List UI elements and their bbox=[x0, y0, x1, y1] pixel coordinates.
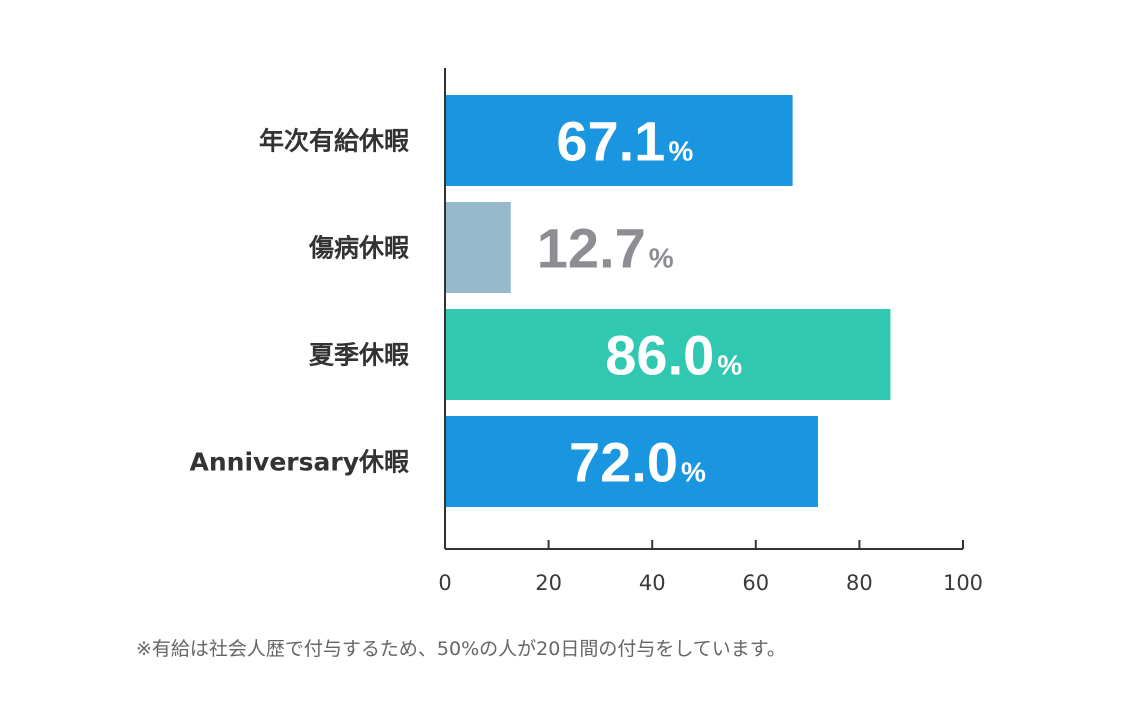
x-tick-label: 0 bbox=[438, 571, 451, 595]
category-label: 年次有給休暇 bbox=[259, 127, 409, 156]
value-number: 72.0 bbox=[569, 431, 678, 494]
value-label: 67.1% bbox=[556, 110, 693, 173]
bar bbox=[445, 95, 793, 186]
category-label: 夏季休暇 bbox=[309, 341, 409, 370]
value-label: 86.0% bbox=[605, 324, 742, 387]
value-unit: % bbox=[668, 136, 693, 167]
x-tick-label: 40 bbox=[639, 571, 666, 595]
value-unit: % bbox=[717, 350, 742, 381]
value-number: 12.7 bbox=[537, 217, 646, 280]
value-label: 72.0% bbox=[569, 431, 706, 494]
value-label: 12.7% bbox=[537, 217, 674, 280]
x-tick-label: 60 bbox=[742, 571, 769, 595]
value-number: 86.0 bbox=[605, 324, 714, 387]
bar bbox=[445, 309, 891, 400]
x-tick-label: 100 bbox=[943, 571, 983, 595]
x-tick-label: 20 bbox=[535, 571, 562, 595]
bar bbox=[445, 416, 818, 507]
category-label: 傷病休暇 bbox=[308, 234, 409, 263]
category-label: Anniversary休暇 bbox=[190, 448, 409, 477]
value-number: 67.1 bbox=[556, 110, 665, 173]
bar bbox=[445, 202, 511, 293]
footnote: ※有給は社会人歴で付与するため、50%の人が20日間の付与をしています。 bbox=[136, 638, 786, 660]
x-tick-label: 80 bbox=[846, 571, 873, 595]
value-unit: % bbox=[681, 457, 706, 488]
value-unit: % bbox=[649, 243, 674, 274]
